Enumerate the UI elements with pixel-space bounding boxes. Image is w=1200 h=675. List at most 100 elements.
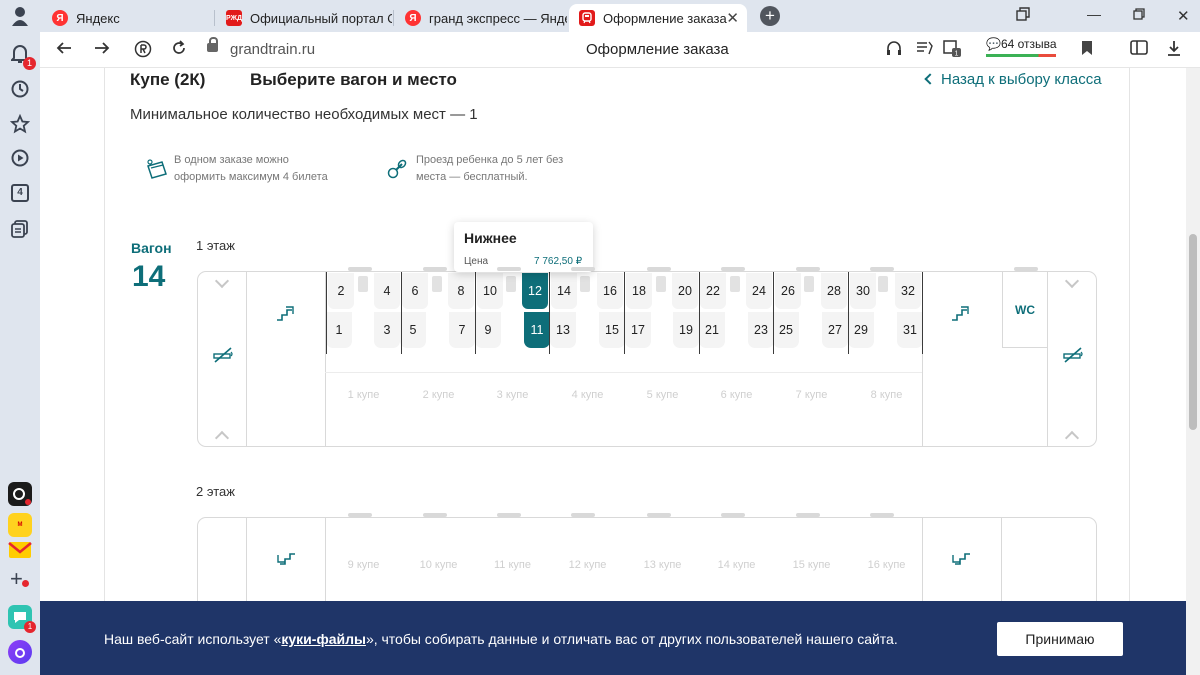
seat-lower-9[interactable]: 9 <box>475 312 501 348</box>
wc-label: WC <box>1002 272 1048 348</box>
back-to-class-link[interactable]: Назад к выбору класса <box>924 71 1102 88</box>
coupe-label: 8 купе <box>870 389 903 401</box>
seat-lower-19[interactable]: 19 <box>673 312 699 348</box>
window-mark <box>423 513 447 517</box>
seat-upper-14[interactable]: 14 <box>551 273 577 309</box>
chevron-up-icon[interactable] <box>214 430 230 446</box>
chevron-down-icon[interactable] <box>214 273 230 289</box>
seat-lower-25[interactable]: 25 <box>773 312 799 348</box>
sidebar-panel-icon[interactable] <box>1130 40 1148 61</box>
coupe-label: 15 купе <box>792 559 831 571</box>
stairs-up-icon <box>950 302 972 324</box>
headphones-icon[interactable] <box>886 40 902 61</box>
seat-upper-22[interactable]: 22 <box>700 273 726 309</box>
alice-assistant-icon[interactable] <box>8 640 32 664</box>
chevron-down-icon[interactable] <box>1064 273 1080 289</box>
seat-lower-1[interactable]: 1 <box>326 312 352 348</box>
reviews-widget[interactable]: 💬64 отзыва <box>986 37 1057 57</box>
seat-lower-15[interactable]: 15 <box>599 312 625 348</box>
close-tab-icon[interactable]: ✕ <box>726 10 739 27</box>
info-line: Проезд ребенка до 5 лет без <box>416 154 564 166</box>
video-play-icon[interactable] <box>11 149 29 172</box>
mail-app-icon[interactable] <box>8 540 32 565</box>
yandex-logo-icon[interactable] <box>134 40 152 63</box>
tab-manager-icon[interactable] <box>1016 7 1030 24</box>
seat-upper-6[interactable]: 6 <box>402 273 428 309</box>
collections-icon[interactable] <box>11 220 29 243</box>
add-app-icon[interactable]: + <box>10 568 29 590</box>
seat-lower-29[interactable]: 29 <box>848 312 874 348</box>
seat-lower-11[interactable]: 11 <box>524 312 550 348</box>
wagon-number[interactable]: 14 <box>132 260 166 293</box>
seat-upper-26[interactable]: 26 <box>775 273 801 309</box>
tab-rzd-portal[interactable]: РЖД Официальный портал ОА <box>216 4 392 32</box>
coupe-label: 6 купе <box>720 389 753 401</box>
seat-upper-20[interactable]: 20 <box>672 273 698 309</box>
tabs-count-icon[interactable]: 4 <box>11 184 29 202</box>
profile-icon[interactable] <box>12 6 28 26</box>
seat-lower-23[interactable]: 23 <box>748 312 774 348</box>
notifications-icon[interactable]: 1 <box>9 44 36 70</box>
rating-bar <box>986 54 1056 57</box>
close-window-button[interactable]: ✕ <box>1177 8 1190 25</box>
restore-button[interactable] <box>1133 7 1145 23</box>
messenger-app-icon[interactable]: 1 <box>8 605 36 633</box>
protect-badge-icon[interactable]: 1 <box>943 40 963 63</box>
cookie-banner: Наш веб-сайт использует «куки-файлы», чт… <box>40 601 1186 675</box>
new-tab-button[interactable]: + <box>760 6 780 26</box>
seat-upper-4[interactable]: 4 <box>374 273 400 309</box>
scrollbar-thumb[interactable] <box>1189 234 1197 430</box>
seat-upper-10[interactable]: 10 <box>477 273 503 309</box>
seat-upper-24[interactable]: 24 <box>746 273 772 309</box>
reload-icon[interactable] <box>171 40 187 61</box>
seat-upper-18[interactable]: 18 <box>626 273 652 309</box>
seat-upper-12[interactable]: 12 <box>522 273 548 309</box>
seat-lower-17[interactable]: 17 <box>625 312 651 348</box>
window-mark <box>571 267 595 271</box>
seat-lower-27[interactable]: 27 <box>822 312 848 348</box>
coupe-label: 4 купе <box>571 389 604 401</box>
url-host[interactable]: grandtrain.ru <box>230 41 316 58</box>
page-scrollbar[interactable] <box>1186 68 1200 675</box>
seat-upper-30[interactable]: 30 <box>850 273 876 309</box>
forward-arrow-icon[interactable] <box>94 40 110 61</box>
bookmarks-star-icon[interactable] <box>9 113 31 139</box>
chevron-up-icon[interactable] <box>1064 430 1080 446</box>
alice-voice-app-icon[interactable] <box>8 482 32 506</box>
seat-lower-7[interactable]: 7 <box>449 312 475 348</box>
seat-lower-5[interactable]: 5 <box>400 312 426 348</box>
window-mark <box>870 513 894 517</box>
tooltip-price: 7 762,50 ₽ <box>534 256 583 267</box>
table-mark <box>358 276 368 292</box>
tab-yandex[interactable]: Я Яндекс <box>42 4 212 32</box>
download-icon[interactable] <box>1166 40 1182 61</box>
minimize-button[interactable]: — <box>1087 6 1101 22</box>
market-app-icon[interactable]: M <box>8 513 32 537</box>
seat-upper-16[interactable]: 16 <box>597 273 623 309</box>
cookie-text: Наш веб-сайт использует «куки-файлы», чт… <box>104 631 898 647</box>
seat-upper-32[interactable]: 32 <box>895 273 921 309</box>
accept-cookies-button[interactable]: Принимаю <box>997 622 1123 656</box>
tab-label: Яндекс <box>76 10 120 26</box>
tab-order[interactable]: Оформление заказа ✕ <box>569 4 747 32</box>
seat-lower-21[interactable]: 21 <box>699 312 725 348</box>
ticket-limit-icon <box>146 158 167 179</box>
lock-icon[interactable] <box>207 37 218 52</box>
coupe-label: 16 купе <box>867 559 906 571</box>
seat-upper-8[interactable]: 8 <box>448 273 474 309</box>
train-icon <box>579 10 595 26</box>
seat-lower-13[interactable]: 13 <box>550 312 576 348</box>
back-arrow-icon[interactable] <box>56 40 72 61</box>
car-class-title: Купе (2К) <box>130 70 206 89</box>
cookie-policy-link[interactable]: куки-файлы <box>281 631 366 647</box>
seat-upper-2[interactable]: 2 <box>328 273 354 309</box>
history-icon[interactable] <box>11 80 29 103</box>
tab-search-grand-express[interactable]: Я гранд экспресс — Яндекс <box>395 4 567 32</box>
bookmark-icon[interactable] <box>1081 40 1093 61</box>
info-line: В одном заказе можно <box>174 154 289 166</box>
seat-lower-3[interactable]: 3 <box>374 312 400 348</box>
seat-upper-28[interactable]: 28 <box>821 273 847 309</box>
window-mark <box>497 267 521 271</box>
seat-lower-31[interactable]: 31 <box>897 312 923 348</box>
reader-mode-icon[interactable] <box>916 40 934 61</box>
